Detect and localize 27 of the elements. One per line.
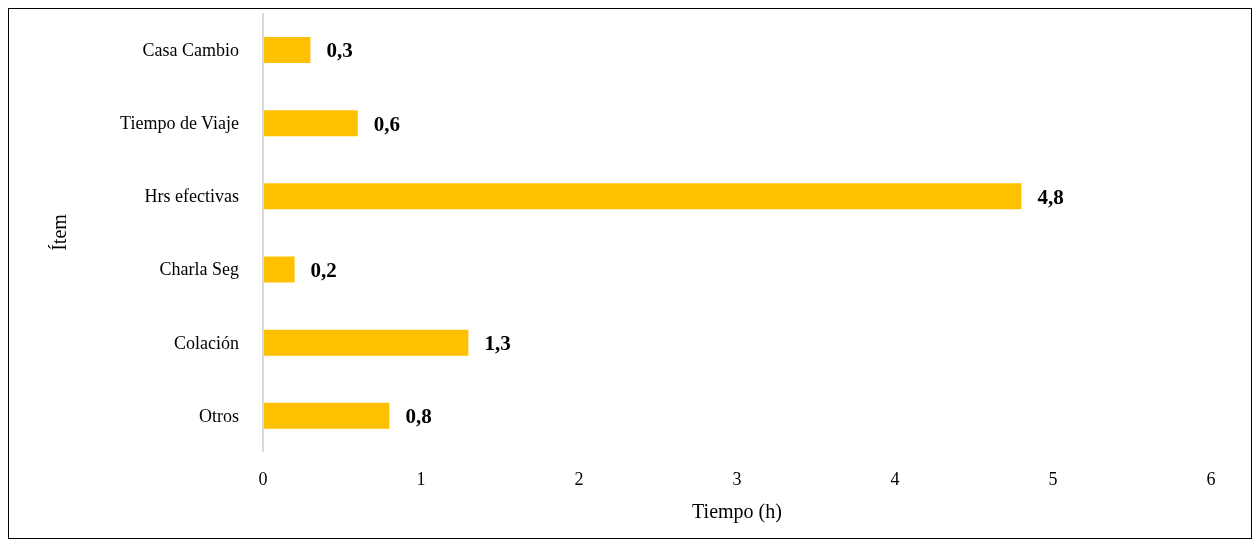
data-label: 1,3	[484, 331, 511, 356]
y-tick-label: Casa Cambio	[142, 39, 239, 60]
x-tick-label: 5	[1048, 468, 1058, 489]
x-tick-label: 1	[416, 468, 426, 489]
bar	[263, 402, 390, 429]
y-tick-label: Colación	[174, 332, 239, 353]
y-tick-label: Hrs efectivas	[144, 186, 239, 207]
y-tick-label: Otros	[199, 405, 239, 426]
x-tick-label: 0	[258, 468, 268, 489]
x-tick-label: 2	[574, 468, 584, 489]
data-label: 0,8	[405, 404, 432, 429]
y-tick-label: Tiempo de Viaje	[120, 113, 239, 134]
data-label: 4,8	[1037, 184, 1064, 209]
y-tick-label: Charla Seg	[159, 259, 239, 280]
data-label: 0,6	[373, 111, 401, 136]
bar	[263, 37, 311, 63]
x-tick-label: 4	[890, 468, 900, 489]
x-tick-label: 3	[732, 468, 742, 489]
data-label: 0,3	[326, 38, 353, 63]
bar	[263, 256, 295, 283]
y-axis-title: Ítem	[48, 213, 71, 251]
bar	[263, 183, 1022, 210]
data-label: 0,2	[310, 257, 337, 282]
x-tick-label: 6	[1206, 468, 1216, 489]
x-axis-title: Tiempo (h)	[692, 500, 782, 523]
bar	[263, 110, 358, 137]
bar	[263, 329, 469, 356]
